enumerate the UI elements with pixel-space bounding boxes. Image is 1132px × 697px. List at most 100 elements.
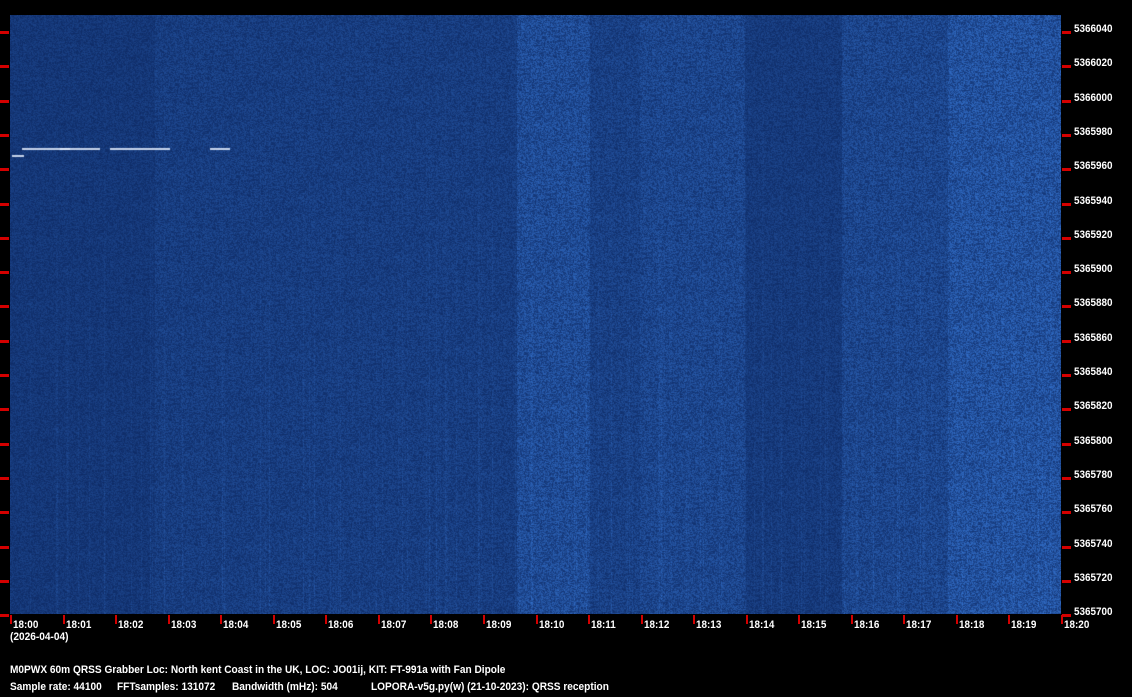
- time-tick: [272, 615, 275, 624]
- freq-tick-left: [0, 614, 9, 618]
- time-tick: [640, 615, 643, 624]
- fft-samples: FFTsamples: 131072: [117, 681, 216, 693]
- time-label: 18:05: [275, 619, 302, 631]
- freq-label: 5365980: [1074, 125, 1113, 138]
- freq-tick-right: [1062, 579, 1071, 583]
- freq-tick-right: [1062, 236, 1071, 240]
- spectrogram-waterfall: [10, 15, 1061, 614]
- software-version: LOPORA-v5g.py(w) (21-10-2023): QRSS rece…: [371, 681, 609, 693]
- freq-tick-left: [0, 339, 9, 343]
- freq-tick-right: [1062, 545, 1071, 549]
- freq-tick-right: [1062, 202, 1071, 206]
- freq-tick-left: [0, 65, 9, 69]
- time-label: 18:07: [380, 619, 407, 631]
- freq-label: 5365960: [1074, 160, 1113, 173]
- time-label: 18:15: [801, 619, 827, 631]
- freq-tick-right: [1062, 339, 1071, 343]
- freq-tick-left: [0, 579, 9, 583]
- freq-tick-right: [1062, 442, 1071, 446]
- time-tick: [115, 615, 118, 624]
- time-tick: [1061, 615, 1063, 624]
- freq-tick-left: [0, 202, 9, 206]
- time-label: 18:00: [13, 619, 39, 631]
- time-label: 18:04: [223, 619, 249, 631]
- time-tick: [745, 615, 748, 624]
- time-label: 18:03: [170, 619, 196, 631]
- freq-label: 5365880: [1074, 297, 1113, 310]
- freq-label: 5365860: [1074, 331, 1113, 344]
- freq-tick-right: [1062, 133, 1071, 137]
- time-tick: [430, 615, 433, 624]
- time-tick: [220, 615, 223, 624]
- bandwidth: Bandwidth (mHz): 504: [232, 681, 338, 693]
- freq-label: 5365780: [1074, 468, 1113, 481]
- freq-tick-right: [1062, 271, 1071, 275]
- time-label: 18:19: [1011, 619, 1037, 631]
- time-label: 18:14: [748, 619, 775, 631]
- time-label: 18:17: [906, 619, 932, 631]
- freq-tick-left: [0, 168, 9, 172]
- freq-tick-right: [1062, 99, 1071, 103]
- time-label: 18:12: [643, 619, 669, 631]
- time-tick: [588, 615, 591, 624]
- time-label: 18:18: [958, 619, 985, 631]
- freq-tick-right: [1062, 374, 1071, 377]
- freq-label: 5366000: [1074, 91, 1113, 104]
- time-tick: [325, 615, 328, 624]
- time-tick: [482, 615, 485, 624]
- freq-tick-left: [0, 305, 9, 309]
- freq-label: 5366040: [1074, 23, 1113, 35]
- freq-tick-left: [0, 236, 9, 240]
- time-tick: [850, 615, 853, 624]
- freq-tick-right: [1062, 511, 1071, 515]
- time-tick: [535, 615, 538, 624]
- freq-tick-left: [0, 545, 9, 549]
- time-tick: [62, 615, 65, 624]
- sample-rate: Sample rate: 44100: [10, 681, 102, 693]
- freq-tick-left: [0, 133, 9, 137]
- time-tick: [798, 615, 801, 624]
- freq-label: 5365760: [1074, 503, 1113, 516]
- time-label: 18:20: [1064, 619, 1090, 631]
- station-info: M0PWX 60m QRSS Grabber Loc: North kent C…: [10, 664, 506, 676]
- freq-label: 5365940: [1074, 194, 1113, 207]
- freq-tick-right: [1062, 476, 1071, 480]
- freq-label: 5366020: [1074, 57, 1113, 70]
- time-tick: [903, 615, 906, 624]
- freq-label: 5365840: [1074, 366, 1113, 378]
- time-label: 18:16: [853, 619, 880, 631]
- time-label: 18:02: [118, 619, 144, 631]
- time-label: 18:06: [328, 619, 354, 631]
- freq-label: 5365820: [1074, 400, 1113, 413]
- time-tick: [1008, 615, 1011, 624]
- freq-tick-left: [0, 99, 9, 103]
- freq-tick-left: [0, 271, 9, 275]
- freq-tick-left: [0, 476, 9, 480]
- freq-tick-left: [0, 31, 9, 34]
- time-label: 18:11: [591, 619, 616, 631]
- date-label: (2026-04-04): [10, 631, 69, 643]
- freq-tick-right: [1062, 408, 1071, 412]
- freq-label: 5365700: [1074, 606, 1113, 619]
- time-label: 18:09: [485, 619, 512, 631]
- freq-tick-right: [1062, 614, 1071, 618]
- freq-label: 5365900: [1074, 263, 1113, 276]
- freq-tick-left: [0, 408, 9, 412]
- time-tick: [377, 615, 380, 624]
- freq-label: 5365720: [1074, 571, 1113, 584]
- freq-label: 5365800: [1074, 434, 1113, 447]
- time-label: 18:13: [696, 619, 722, 631]
- freq-tick-left: [0, 511, 9, 515]
- time-label: 18:10: [538, 619, 564, 631]
- freq-tick-right: [1062, 65, 1071, 69]
- time-label: 18:08: [433, 619, 459, 631]
- time-tick: [955, 615, 958, 624]
- time-tick: [167, 615, 170, 624]
- time-tick: [693, 615, 696, 624]
- freq-tick-left: [0, 374, 9, 377]
- time-label: 18:01: [65, 619, 91, 631]
- freq-tick-right: [1062, 168, 1071, 172]
- freq-label: 5365920: [1074, 228, 1113, 241]
- freq-tick-right: [1062, 31, 1071, 34]
- time-tick: [10, 615, 12, 624]
